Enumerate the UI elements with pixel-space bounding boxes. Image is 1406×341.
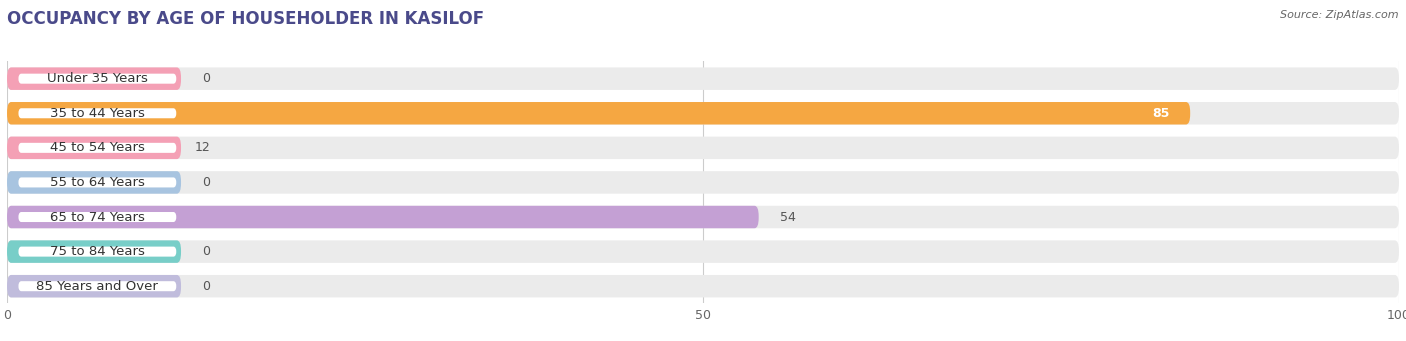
FancyBboxPatch shape bbox=[18, 281, 177, 291]
Text: 85 Years and Over: 85 Years and Over bbox=[37, 280, 159, 293]
FancyBboxPatch shape bbox=[7, 171, 1399, 194]
FancyBboxPatch shape bbox=[7, 275, 181, 297]
FancyBboxPatch shape bbox=[7, 68, 181, 90]
FancyBboxPatch shape bbox=[7, 275, 1399, 297]
Text: 0: 0 bbox=[202, 176, 209, 189]
FancyBboxPatch shape bbox=[7, 206, 759, 228]
FancyBboxPatch shape bbox=[18, 108, 177, 118]
Text: Under 35 Years: Under 35 Years bbox=[46, 72, 148, 85]
FancyBboxPatch shape bbox=[18, 143, 177, 153]
FancyBboxPatch shape bbox=[18, 177, 177, 188]
Text: 54: 54 bbox=[779, 210, 796, 223]
Text: OCCUPANCY BY AGE OF HOUSEHOLDER IN KASILOF: OCCUPANCY BY AGE OF HOUSEHOLDER IN KASIL… bbox=[7, 10, 484, 28]
FancyBboxPatch shape bbox=[7, 102, 1191, 124]
Text: 0: 0 bbox=[202, 72, 209, 85]
Text: Source: ZipAtlas.com: Source: ZipAtlas.com bbox=[1281, 10, 1399, 20]
FancyBboxPatch shape bbox=[7, 171, 181, 194]
FancyBboxPatch shape bbox=[7, 68, 1399, 90]
FancyBboxPatch shape bbox=[7, 206, 1399, 228]
FancyBboxPatch shape bbox=[18, 212, 177, 222]
Text: 0: 0 bbox=[202, 245, 209, 258]
Text: 75 to 84 Years: 75 to 84 Years bbox=[51, 245, 145, 258]
Text: 85: 85 bbox=[1152, 107, 1170, 120]
Text: 12: 12 bbox=[195, 142, 211, 154]
FancyBboxPatch shape bbox=[7, 102, 1399, 124]
Text: 65 to 74 Years: 65 to 74 Years bbox=[51, 210, 145, 223]
FancyBboxPatch shape bbox=[7, 137, 1399, 159]
FancyBboxPatch shape bbox=[18, 74, 177, 84]
FancyBboxPatch shape bbox=[7, 240, 1399, 263]
FancyBboxPatch shape bbox=[7, 137, 181, 159]
Text: 35 to 44 Years: 35 to 44 Years bbox=[51, 107, 145, 120]
FancyBboxPatch shape bbox=[7, 240, 181, 263]
Text: 0: 0 bbox=[202, 280, 209, 293]
FancyBboxPatch shape bbox=[18, 247, 177, 257]
Text: 55 to 64 Years: 55 to 64 Years bbox=[51, 176, 145, 189]
Text: 45 to 54 Years: 45 to 54 Years bbox=[51, 142, 145, 154]
